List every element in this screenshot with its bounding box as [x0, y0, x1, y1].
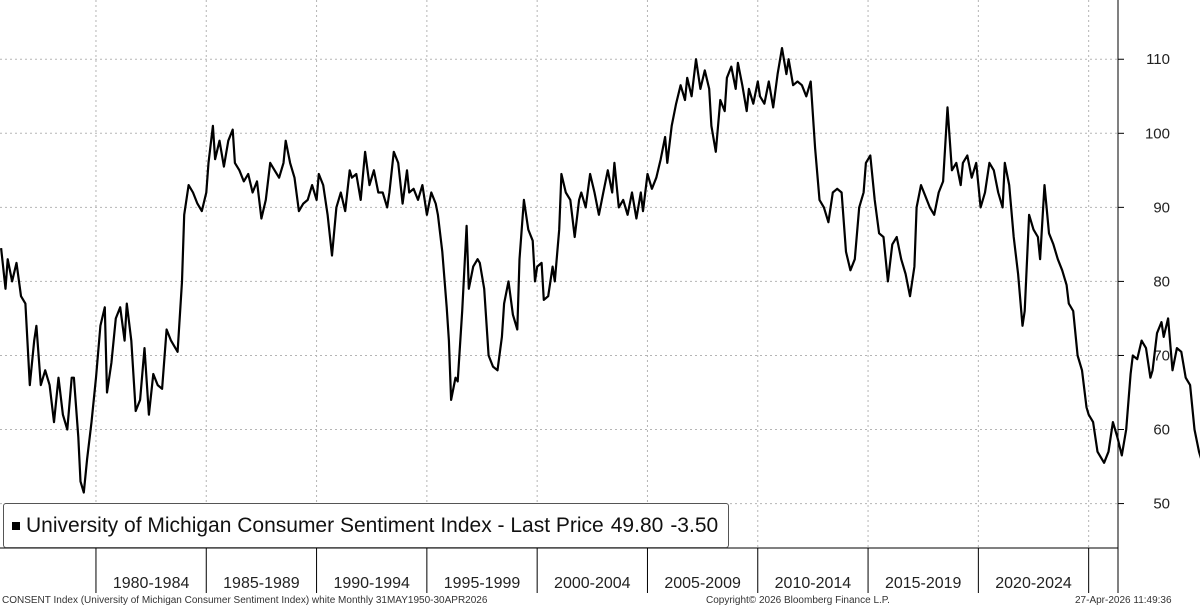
y-tick-label: 70	[1153, 347, 1170, 364]
footer-copyright: Copyright© 2026 Bloomberg Finance L.P.	[706, 595, 890, 606]
series-line	[0, 47, 1200, 494]
x-tick-label: 1990-1994	[333, 575, 410, 592]
y-axis-ticks: 50 60 70 80 90 100 110	[1117, 0, 1170, 593]
y-tick-label: 90	[1153, 199, 1170, 216]
legend-change: -3.50	[670, 513, 719, 537]
y-tick-label: 60	[1153, 422, 1170, 439]
legend-series-name: University of Michigan Consumer Sentimen…	[26, 513, 604, 537]
footer-source: CONSENT Index (University of Michigan Co…	[2, 595, 488, 606]
y-tick-label: 110	[1146, 51, 1170, 68]
footer-timestamp: 27-Apr-2026 11:49:36	[1075, 595, 1172, 606]
x-tick-label: 2015-2019	[885, 575, 962, 592]
grid-lines	[0, 0, 1118, 548]
x-tick-label: 2010-2014	[775, 575, 852, 592]
x-tick-label: 2005-2009	[664, 575, 741, 592]
y-tick-label: 80	[1153, 273, 1170, 290]
x-tick-label: 2020-2024	[995, 575, 1072, 592]
x-tick-label: 1995-1999	[444, 575, 521, 592]
y-tick-label: 50	[1153, 496, 1170, 513]
x-tick-label: 1985-1989	[223, 575, 300, 592]
x-axis-ticks: 1980-1984 1985-1989 1990-1994 1995-1999 2000…	[0, 547, 1118, 593]
x-tick-label: 2000-2004	[554, 575, 631, 592]
legend-box: University of Michigan Consumer Sentimen…	[3, 503, 730, 548]
y-tick-label: 100	[1145, 125, 1170, 142]
x-tick-label: 1980-1984	[113, 575, 190, 592]
legend-last-value: 49.80	[610, 513, 664, 537]
legend-swatch	[12, 521, 20, 530]
